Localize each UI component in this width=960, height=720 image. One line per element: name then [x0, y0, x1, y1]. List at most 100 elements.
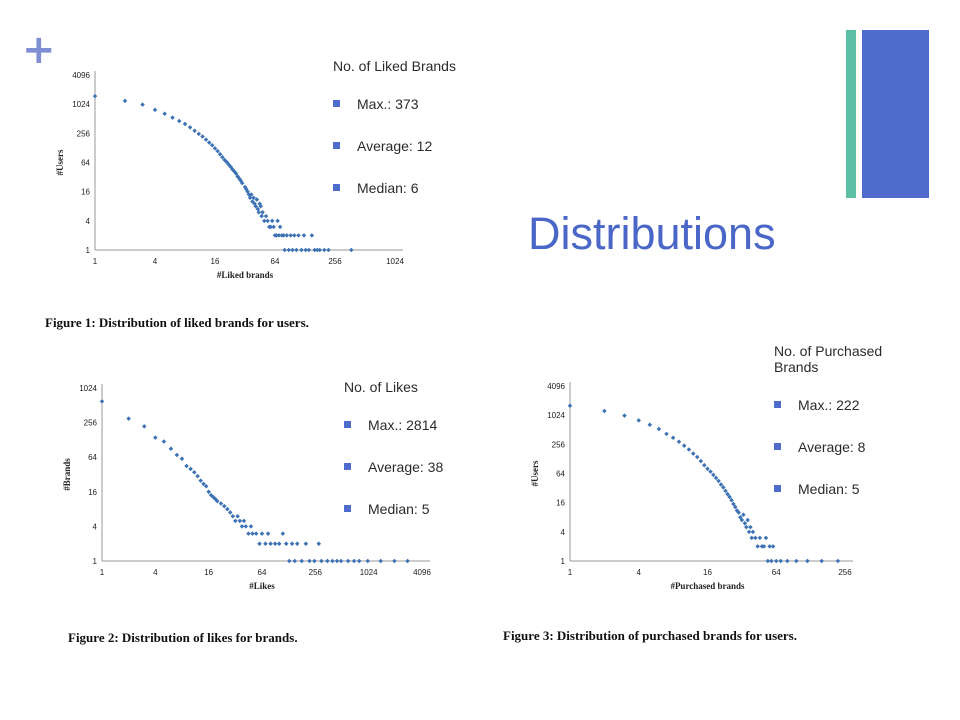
data-point [365, 558, 371, 564]
x-tick-label: 256 [838, 568, 852, 577]
data-point [162, 111, 167, 116]
stat-item: Max.: 222 [774, 397, 924, 413]
x-tick-label: 4 [637, 568, 642, 577]
data-point [705, 466, 710, 472]
data-point [721, 485, 726, 490]
data-point [794, 558, 799, 564]
data-point [670, 435, 676, 441]
data-point [99, 399, 105, 404]
data-point [713, 475, 719, 481]
data-point [192, 128, 197, 133]
data-point [179, 456, 185, 462]
x-tick-label: 1 [100, 568, 105, 577]
data-point [187, 125, 193, 130]
data-point [176, 118, 182, 124]
data-point [334, 558, 340, 564]
y-tick-label: 64 [556, 470, 565, 479]
y-tick-label: 256 [84, 419, 98, 428]
data-point [338, 558, 344, 564]
data-point [287, 558, 292, 564]
y-tick-label: 1 [93, 557, 98, 566]
purchased-brands-scatter-chart: 1 4 16 64 256 1 4 16 64 256 1024 4096 #Purchased bra… [530, 382, 853, 591]
data-point [622, 413, 627, 418]
figure-1-caption: Figure 1: Distribution of liked brands f… [45, 315, 309, 330]
y-tick-label: 64 [81, 159, 90, 168]
data-point [217, 151, 223, 157]
data-point [292, 558, 298, 564]
accent-bar-green [846, 30, 856, 198]
data-point [694, 454, 700, 460]
data-point [263, 541, 268, 546]
data-point [92, 93, 98, 99]
data-point [263, 213, 269, 219]
y-tick-label: 16 [556, 499, 565, 508]
data-point [276, 233, 282, 238]
square-bullet-icon [333, 100, 340, 107]
data-point [317, 247, 323, 253]
data-point [769, 558, 774, 564]
data-point [292, 233, 297, 238]
data-point [230, 514, 236, 519]
x-axis-label: #Liked brands [217, 270, 274, 280]
data-point [196, 131, 202, 137]
square-bullet-icon [344, 421, 351, 428]
data-point [235, 514, 240, 519]
x-tick-label: 4096 [413, 568, 431, 577]
data-point [153, 435, 158, 440]
stat-text: Average: 8 [798, 439, 866, 455]
data-point [218, 501, 224, 506]
data-point [257, 541, 262, 546]
x-tick-label: 1 [568, 568, 573, 577]
y-axis-label: #Users [55, 149, 65, 175]
x-tick-label: 4 [153, 257, 158, 266]
data-point [805, 558, 810, 564]
data-point [378, 558, 383, 564]
data-point [237, 518, 243, 524]
data-point [282, 247, 287, 253]
x-tick-label: 1024 [360, 568, 378, 577]
data-point [345, 558, 351, 564]
data-point [727, 494, 732, 500]
data-point [201, 481, 206, 487]
data-point [161, 439, 167, 444]
stat-item: Max.: 2814 [344, 417, 443, 433]
data-point [198, 478, 203, 483]
data-point [351, 558, 357, 564]
data-point [259, 531, 265, 536]
data-point [736, 510, 741, 515]
data-point [778, 558, 783, 564]
data-point [184, 463, 189, 469]
x-tick-label: 4 [153, 568, 158, 577]
x-tick-label: 64 [772, 568, 781, 577]
data-point [294, 541, 300, 546]
data-point [785, 558, 790, 564]
data-point [664, 431, 669, 437]
data-point [303, 541, 309, 546]
data-point [140, 102, 145, 107]
stat-item: Median: 5 [774, 481, 924, 497]
data-point [322, 247, 327, 253]
data-point [690, 451, 696, 456]
stat-item: Average: 8 [774, 439, 924, 455]
data-point [716, 478, 721, 484]
y-tick-label: 4 [93, 522, 98, 531]
data-point [316, 541, 322, 546]
stats-heading: No. of Liked Brands [333, 58, 456, 74]
stats-heading: No. of Likes [344, 379, 418, 395]
data-point [290, 247, 295, 253]
data-point [602, 408, 607, 414]
data-point [325, 558, 330, 564]
stats-likes: No. of Likes Max.: 2814 Average: 38 Medi… [344, 379, 443, 543]
data-point [708, 469, 713, 474]
x-tick-label: 1 [93, 257, 98, 266]
stat-text: Max.: 373 [357, 96, 419, 112]
y-tick-label: 64 [88, 453, 97, 462]
data-point [770, 544, 776, 549]
data-point [392, 558, 397, 564]
x-tick-label: 256 [328, 257, 342, 266]
stat-text: Median: 6 [357, 180, 419, 196]
data-point [307, 558, 312, 564]
liked-brands-scatter-chart: 1 4 16 64 256 1024 1 4 16 64 256 1024 4096 #Liked bra… [55, 71, 404, 280]
data-point [170, 115, 175, 120]
plus-icon: + [22, 27, 56, 73]
